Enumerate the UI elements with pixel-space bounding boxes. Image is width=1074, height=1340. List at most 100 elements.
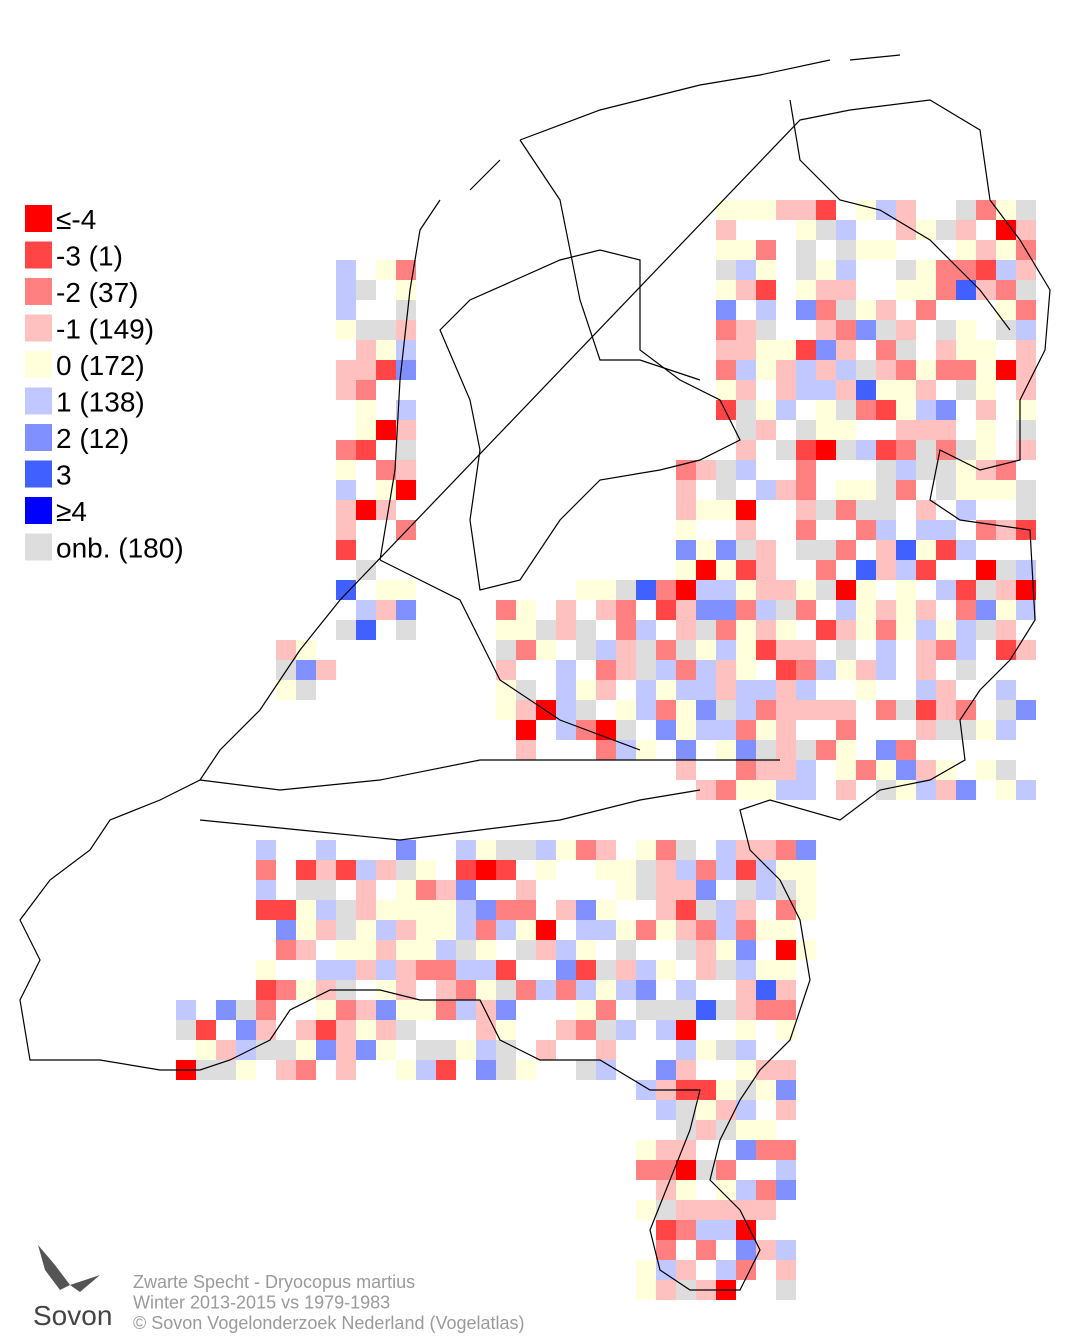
legend-label: -3 (1) [56,241,123,272]
grid-cell [916,560,936,580]
grid-cell [396,1020,416,1040]
grid-cell [1016,360,1036,380]
grid-cell [676,1060,696,1080]
grid-cell [216,1040,236,1060]
grid-cell [656,880,676,900]
grid-cell [636,1140,656,1160]
legend-label: ≤-4 [56,204,96,235]
grid-cell [696,880,716,900]
grid-cell [336,460,356,480]
grid-cell [556,1020,576,1040]
grid-cell [936,620,956,640]
grid-cell [816,660,836,680]
grid-cell [356,340,376,360]
grid-cell [256,980,276,1000]
grid-cell [296,900,316,920]
grid-cell [816,620,836,640]
grid-cell [716,580,736,600]
grid-cell [496,1020,516,1040]
grid-cell [736,1100,756,1120]
grid-cell [756,1240,776,1260]
grid-cell [776,480,796,500]
grid-cell [716,1260,736,1280]
grid-cell [596,840,616,860]
grid-cell [716,640,736,660]
grid-cell [816,700,836,720]
grid-cell [976,440,996,460]
grid-cell [996,520,1016,540]
grid-cell [656,960,676,980]
grid-cell [476,840,496,860]
grid-cell [716,860,736,880]
grid-cell [276,680,296,700]
grid-cell [576,900,596,920]
grid-cell [776,860,796,880]
grid-cell [636,740,656,760]
grid-cell [516,680,536,700]
grid-cell [816,540,836,560]
grid-cell [316,960,336,980]
grid-cell [696,560,716,580]
grid-cell [996,700,1016,720]
grid-cell [796,600,816,620]
grid-cell [356,420,376,440]
grid-cell [896,760,916,780]
grid-cell [456,880,476,900]
grid-cell [816,560,836,580]
grid-cell [356,880,376,900]
grid-cell [676,560,696,580]
grid-cell [836,260,856,280]
grid-cell [876,440,896,460]
grid-cell [876,600,896,620]
grid-cell [776,1100,796,1120]
grid-cell [776,1260,796,1280]
grid-cell [476,920,496,940]
grid-cell [736,620,756,640]
grid-cell [596,680,616,700]
grid-cell [756,240,776,260]
grid-cell [716,1120,736,1140]
grid-cell [676,880,696,900]
grid-cell [876,520,896,540]
grid-cell [916,720,936,740]
grid-cell [196,1020,216,1040]
grid-cell [976,200,996,220]
grid-cell [356,280,376,300]
grid-cell [776,780,796,800]
grid-cell [476,1020,496,1040]
grid-cell [736,340,756,360]
grid-cell [696,1240,716,1260]
grid-cell [436,960,456,980]
grid-cell [676,1040,696,1060]
grid-cell [696,660,716,680]
grid-cell [976,360,996,380]
grid-cell [636,960,656,980]
grid-cell [736,1060,756,1080]
grid-cell [656,600,676,620]
grid-cell [776,880,796,900]
grid-cell [996,560,1016,580]
grid-cell [736,700,756,720]
grid-cell [356,1000,376,1020]
grid-cell [716,300,736,320]
grid-cell [456,860,476,880]
grid-cell [696,1200,716,1220]
grid-cell [256,960,276,980]
grid-cell [716,600,736,620]
grid-cell [336,1060,356,1080]
grid-cell [356,920,376,940]
grid-cell [656,1260,676,1280]
grid-cell [636,1260,656,1280]
grid-cell [176,1000,196,1020]
grid-cell [896,400,916,420]
grid-cell [856,560,876,580]
grid-cell [556,680,576,700]
grid-cell [376,500,396,520]
legend-swatch [25,533,52,561]
grid-cell [316,1040,336,1060]
grid-cell [856,500,876,520]
grid-cell [396,300,416,320]
grid-cell [736,200,756,220]
grid-cell [496,660,516,680]
